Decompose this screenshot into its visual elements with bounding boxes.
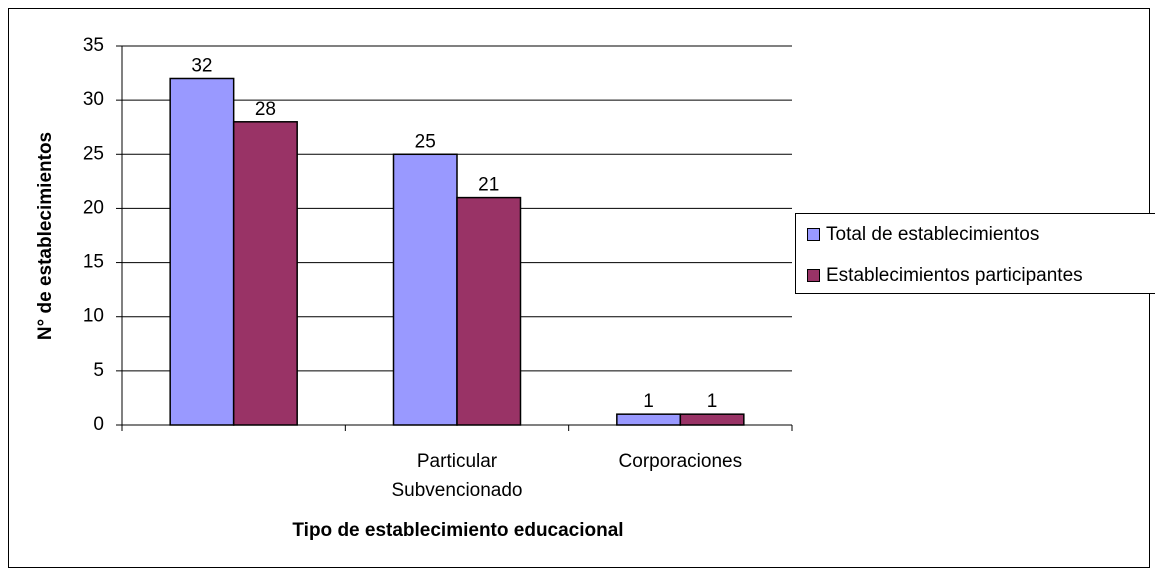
bar: [616, 413, 682, 426]
bar: [679, 413, 745, 426]
bar: [232, 121, 298, 426]
y-tick-label: 15: [83, 252, 104, 273]
legend-swatch: [807, 228, 820, 241]
x-tick-label: Particular Subvencionado: [392, 451, 523, 501]
y-tick-label: 35: [83, 35, 104, 56]
y-tick-label: 25: [83, 143, 104, 164]
bar: [169, 77, 235, 426]
legend-label: Establecimientos participantes: [826, 265, 1083, 286]
bar: [392, 153, 458, 426]
data-label: 1: [643, 391, 654, 412]
y-tick-label: 30: [83, 89, 104, 110]
y-tick-label: 10: [83, 306, 104, 327]
y-tick-label: 0: [93, 414, 104, 435]
y-tick-label: 20: [83, 197, 104, 218]
data-label: 32: [191, 56, 212, 77]
x-axis-title: Tipo de establecimiento educacional: [292, 520, 623, 541]
x-tick-label: Corporaciones: [619, 451, 743, 472]
y-axis-title: N° de establecimientos: [35, 132, 56, 340]
legend-label: Total de establecimientos: [826, 224, 1039, 245]
data-label: 25: [415, 131, 436, 152]
legend-swatch: [807, 269, 820, 282]
data-label: 28: [255, 99, 276, 120]
y-tick-label: 5: [93, 360, 104, 381]
bar: [456, 196, 522, 426]
data-label: 1: [707, 391, 718, 412]
data-label: 21: [478, 175, 499, 196]
legend-box: [795, 213, 1155, 294]
